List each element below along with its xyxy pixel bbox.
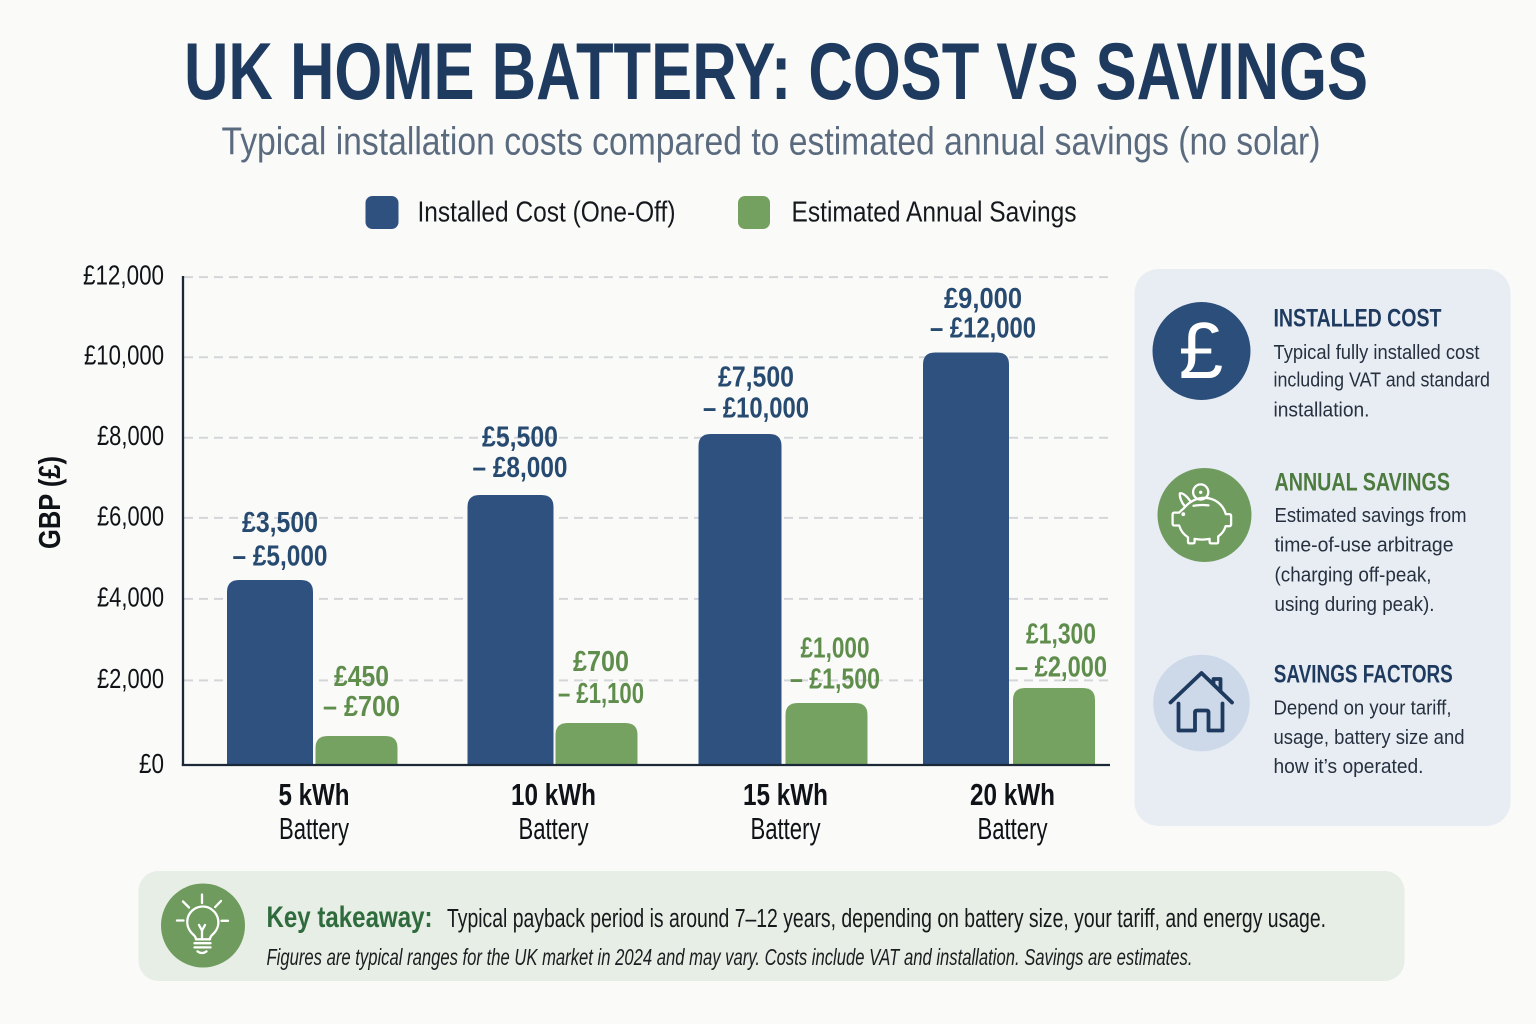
svg-text:UK HOME BATTERY: COST VS SAVIN: UK HOME BATTERY: COST VS SAVINGS [184,27,1368,117]
svg-text:£: £ [1179,306,1224,395]
svg-text:SAVINGS FACTORS: SAVINGS FACTORS [1274,660,1453,688]
svg-text:Depend on your tariff,: Depend on your tariff, [1274,697,1452,719]
svg-text:Typical fully installed cost: Typical fully installed cost [1274,342,1480,364]
svg-text:£2,000: £2,000 [97,663,164,694]
svg-text:INSTALLED COST: INSTALLED COST [1274,305,1442,333]
svg-text:ANNUAL SAVINGS: ANNUAL SAVINGS [1275,469,1451,497]
svg-text:Battery: Battery [978,811,1048,846]
svg-text:£1,000: £1,000 [801,633,870,665]
svg-text:£3,500: £3,500 [242,507,318,539]
svg-text:£12,000: £12,000 [83,260,164,291]
svg-text:£5,500: £5,500 [482,422,558,454]
svg-text:time-of-use arbitrage: time-of-use arbitrage [1275,535,1454,557]
svg-text:– £1,100: – £1,100 [558,678,644,710]
svg-text:usage, battery size and: usage, battery size and [1274,727,1465,749]
svg-text:Typical installation costs com: Typical installation costs compared to e… [222,121,1321,164]
svg-text:Battery: Battery [279,811,349,846]
svg-text:– £5,000: – £5,000 [233,541,328,573]
svg-text:how it’s operated.: how it’s operated. [1274,756,1424,778]
svg-text:£700: £700 [573,646,629,678]
svg-text:£1,300: £1,300 [1026,619,1096,651]
svg-text:£8,000: £8,000 [97,420,164,451]
svg-text:£7,500: £7,500 [718,362,794,394]
svg-text:£0: £0 [139,748,164,779]
svg-text:15 kWh: 15 kWh [743,778,828,812]
svg-text:Typical payback period is arou: Typical payback period is around 7–12 ye… [447,905,1326,933]
svg-text:installation.: installation. [1274,399,1370,421]
svg-text:£6,000: £6,000 [97,500,164,531]
svg-text:– £2,000: – £2,000 [1015,652,1107,684]
svg-text:– £12,000: – £12,000 [930,313,1036,345]
svg-text:10 kWh: 10 kWh [511,778,596,812]
svg-text:GBP (£): GBP (£) [32,456,67,549]
svg-text:Installed Cost (One-Off): Installed Cost (One-Off) [418,197,676,229]
svg-text:using during peak).: using during peak). [1275,594,1435,616]
svg-text:including VAT and standard: including VAT and standard [1274,370,1491,392]
svg-text:£450: £450 [334,661,389,693]
svg-text:£4,000: £4,000 [97,581,164,612]
svg-text:Estimated savings from: Estimated savings from [1275,505,1467,527]
svg-text:– £8,000: – £8,000 [473,452,568,484]
svg-text:Figures are typical ranges for: Figures are typical ranges for the UK ma… [267,944,1193,970]
svg-text:(charging off-peak,: (charging off-peak, [1275,564,1432,586]
svg-text:Estimated Annual Savings: Estimated Annual Savings [792,197,1077,229]
svg-text:– £700: – £700 [323,691,400,723]
svg-text:£9,000: £9,000 [944,283,1022,315]
svg-text:– £1,500: – £1,500 [790,664,880,696]
svg-text:5 kWh: 5 kWh [279,778,350,812]
svg-text:Key takeaway:: Key takeaway: [267,901,433,934]
svg-text:20 kWh: 20 kWh [970,778,1055,812]
svg-text:Battery: Battery [751,811,821,846]
svg-text:£10,000: £10,000 [84,340,164,371]
svg-text:– £10,000: – £10,000 [703,393,809,425]
svg-text:Battery: Battery [519,811,589,846]
